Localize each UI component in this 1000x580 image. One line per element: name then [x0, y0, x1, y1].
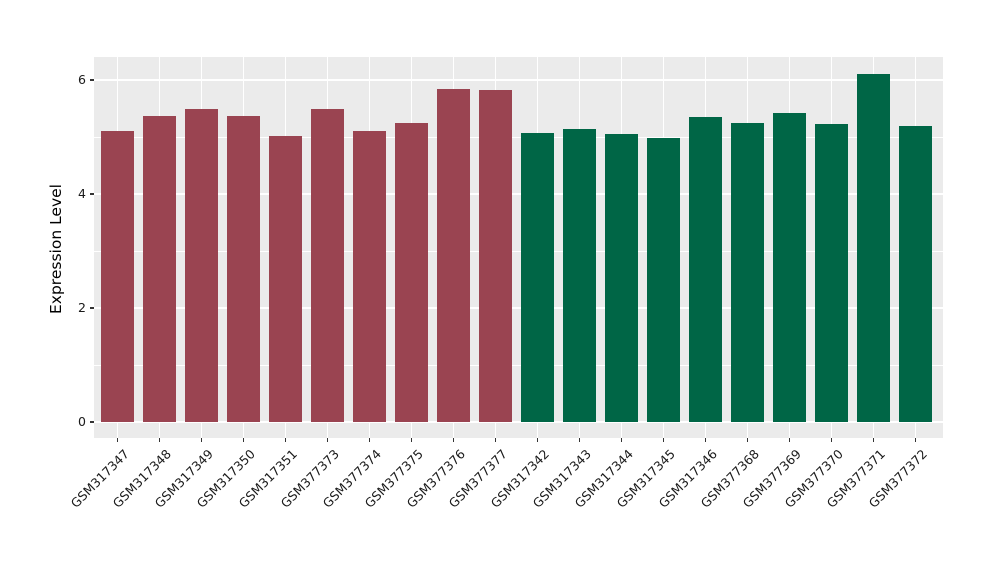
x-tick-mark: [284, 438, 287, 442]
bar-GSM377371: [857, 73, 890, 422]
x-tick-mark: [326, 438, 329, 442]
bar-GSM317349: [185, 109, 218, 422]
bar-GSM317343: [563, 129, 596, 422]
x-tick-mark: [788, 438, 791, 442]
x-tick-mark: [662, 438, 665, 442]
bar-GSM377372: [899, 126, 932, 422]
bar-GSM317347: [101, 130, 134, 422]
x-tick-mark: [494, 438, 497, 442]
plot-panel: [94, 57, 943, 438]
bar-GSM377368: [731, 123, 764, 422]
bar-GSM377376: [437, 89, 470, 422]
bar-GSM317346: [689, 117, 722, 422]
bar-GSM377374: [353, 130, 386, 422]
minor-gridline: [94, 364, 943, 366]
major-gridline: [94, 79, 943, 81]
x-tick-mark: [746, 438, 749, 442]
bar-GSM377375: [395, 122, 428, 422]
y-tick-label: 6: [78, 72, 86, 87]
bar-GSM377369: [773, 113, 806, 422]
x-tick-mark: [830, 438, 833, 442]
x-tick-mark: [914, 438, 917, 442]
y-axis-title: Expression Level: [47, 184, 65, 314]
minor-gridline: [94, 250, 943, 252]
y-tick-mark: [90, 421, 94, 423]
x-tick-mark: [200, 438, 203, 442]
y-tick-label: 2: [78, 300, 86, 315]
bar-GSM317348: [143, 115, 176, 422]
major-gridline: [94, 307, 943, 309]
bar-GSM377377: [479, 90, 512, 422]
x-tick-mark: [620, 438, 623, 442]
bar-GSM317351: [269, 136, 302, 422]
y-tick-label: 4: [78, 186, 86, 201]
x-tick-mark: [410, 438, 413, 442]
major-gridline: [94, 421, 943, 423]
y-tick-mark: [90, 79, 94, 81]
x-tick-mark: [116, 438, 119, 442]
x-tick-mark: [704, 438, 707, 442]
x-tick-mark: [242, 438, 245, 442]
bar-GSM317342: [521, 133, 554, 422]
x-tick-mark: [872, 438, 875, 442]
x-tick-mark: [578, 438, 581, 442]
x-tick-mark: [536, 438, 539, 442]
minor-gridline: [94, 136, 943, 138]
x-tick-mark: [368, 438, 371, 442]
major-gridline: [94, 193, 943, 195]
y-tick-label: 0: [78, 414, 86, 429]
y-tick-mark: [90, 307, 94, 309]
bar-GSM317345: [647, 137, 680, 422]
bar-GSM317344: [605, 134, 638, 422]
x-tick-mark: [158, 438, 161, 442]
bar-GSM377370: [815, 124, 848, 422]
y-tick-mark: [90, 193, 94, 195]
bar-GSM317350: [227, 116, 260, 422]
bar-GSM377373: [311, 109, 344, 422]
x-tick-mark: [452, 438, 455, 442]
